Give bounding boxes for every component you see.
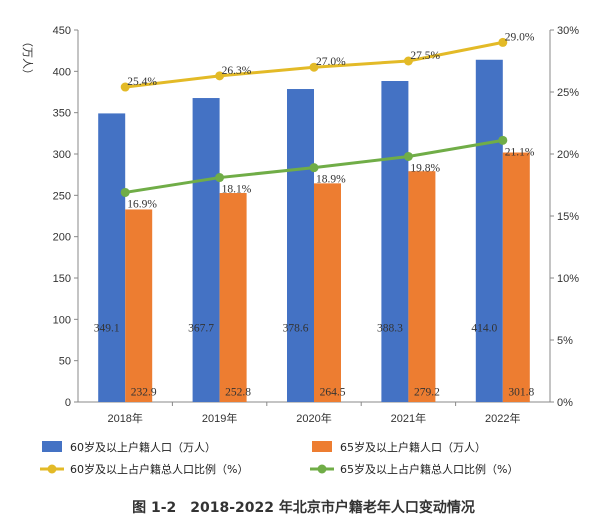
left-tick-label: 0: [65, 397, 71, 409]
point-65plus-label: 18.9%: [316, 174, 346, 186]
left-tick-label: 350: [53, 108, 71, 120]
bar-65plus-label: 264.5: [320, 386, 346, 398]
point-60plus-label: 26.3%: [222, 65, 252, 77]
point-60plus-label: 29.0%: [505, 31, 535, 43]
bar-65plus: [314, 183, 341, 402]
legend-60plus-ratio-marker: [47, 464, 57, 474]
left-tick-label: 250: [53, 190, 71, 202]
chart-area: 0 50 100 150 200 250 300 350 400 450 0% 5% 10% 15% 20%…: [21, 25, 579, 476]
bar-60plus: [475, 59, 503, 402]
point-65plus-ratio: [403, 151, 413, 161]
right-tick-label: 30%: [557, 25, 579, 37]
point-60plus-ratio: [215, 71, 225, 81]
bar-65plus-label: 279.2: [414, 386, 440, 398]
bar-65plus: [502, 152, 530, 402]
bar-65plus: [408, 171, 436, 402]
bar-65plus-label: 301.8: [508, 386, 534, 398]
left-tick-label: 100: [53, 314, 71, 326]
x-tick-label: 2019年: [202, 411, 237, 425]
point-60plus-label: 27.5%: [410, 50, 440, 62]
bar-65plus: [125, 209, 153, 402]
right-tick-label: 15%: [557, 211, 579, 223]
bar-65plus-label: 232.9: [131, 386, 157, 398]
left-tick-label: 400: [53, 66, 71, 78]
legend-65plus-population-label: 65岁及以上户籍人口（万人）: [340, 440, 486, 454]
point-60plus-ratio: [498, 37, 508, 47]
x-tick-label: 2020年: [296, 411, 331, 425]
left-tick-label: 300: [53, 149, 71, 161]
point-60plus-label: 27.0%: [316, 56, 346, 68]
point-60plus-ratio: [403, 56, 413, 66]
left-tick-label: 200: [53, 232, 71, 244]
x-tick-label: 2022年: [485, 411, 520, 425]
right-tick-label: 20%: [557, 149, 579, 161]
point-65plus-label: 16.9%: [127, 198, 157, 210]
point-65plus-ratio: [498, 135, 508, 145]
figure-caption: 图 1-2 2018-2022 年北京市户籍老年人口变动情况: [132, 500, 475, 516]
point-60plus-label: 25.4%: [127, 76, 157, 88]
left-tick-label: 150: [53, 273, 71, 285]
y-axis-label: （万人）: [21, 36, 34, 80]
bar-60plus: [192, 98, 220, 402]
bar-60plus-label: 414.0: [471, 323, 497, 335]
point-65plus-label: 18.1%: [222, 184, 252, 196]
point-65plus-ratio: [309, 163, 319, 173]
bar-65plus: [219, 193, 247, 402]
bar-60plus-label: 349.1: [94, 323, 120, 335]
bar-60plus: [287, 89, 314, 403]
point-65plus-label: 19.8%: [410, 162, 440, 174]
point-60plus-ratio: [309, 62, 319, 72]
x-tick-label: 2018年: [107, 411, 142, 425]
legend-65plus-ratio-label: 65岁及以上占户籍总人口比例（%）: [340, 462, 518, 476]
right-tick-label: 0%: [557, 397, 573, 409]
point-65plus-ratio: [120, 187, 130, 197]
bar-60plus-label: 367.7: [188, 323, 214, 335]
legend-60plus-population-label: 60岁及以上户籍人口（万人）: [70, 440, 216, 454]
point-60plus-ratio: [120, 82, 130, 92]
legend-60plus-population-swatch: [42, 441, 62, 452]
right-tick-label: 25%: [557, 87, 579, 99]
right-tick-label: 10%: [557, 273, 579, 285]
bar-60plus-label: 388.3: [377, 323, 403, 335]
right-tick-label: 5%: [557, 335, 573, 347]
bar-60plus: [98, 113, 126, 402]
bar-65plus-label: 252.8: [225, 386, 251, 398]
point-65plus-label: 21.1%: [505, 146, 535, 158]
legend-60plus-ratio-label: 60岁及以上占户籍总人口比例（%）: [70, 462, 248, 476]
legend-65plus-ratio-marker: [317, 464, 327, 474]
left-tick-label: 50: [59, 356, 71, 368]
left-tick-label: 450: [53, 25, 71, 37]
point-65plus-ratio: [215, 173, 225, 183]
bar-60plus: [381, 81, 409, 402]
x-tick-label: 2021年: [391, 411, 426, 425]
bar-60plus-label: 378.6: [283, 323, 309, 335]
legend-65plus-population-swatch: [312, 441, 332, 452]
